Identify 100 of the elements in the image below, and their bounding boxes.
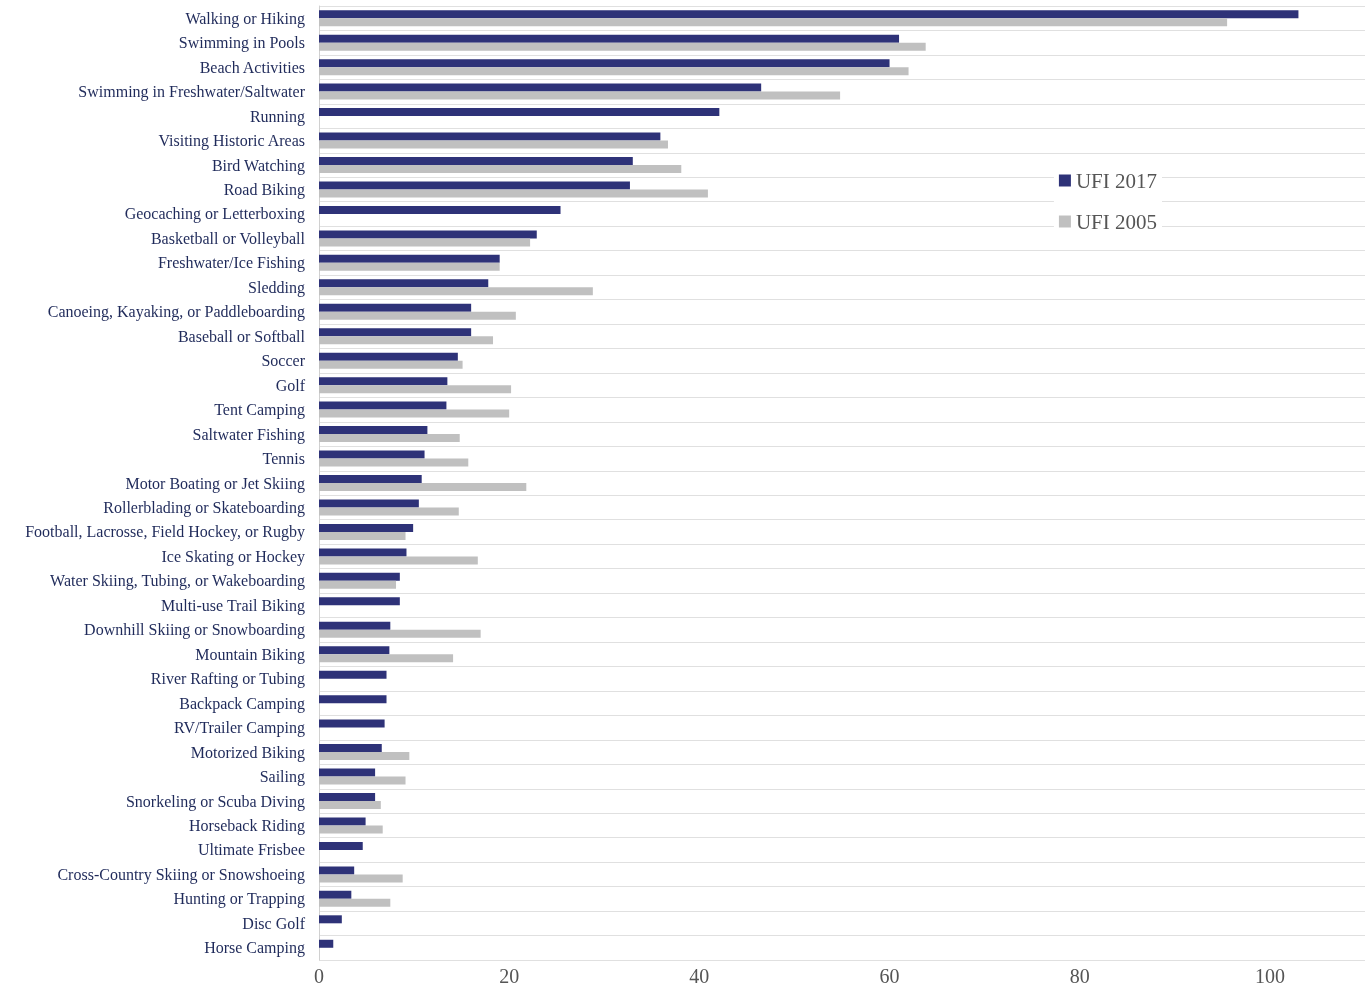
bar — [319, 426, 428, 435]
x-tick-label: 100 — [1254, 965, 1285, 987]
y-tick-label: Disc Golf — [242, 914, 306, 932]
bar — [319, 254, 500, 263]
y-tick-label: Football, Lacrosse, Field Hockey, or Rugby — [25, 523, 305, 542]
bar — [319, 311, 516, 320]
bar — [319, 915, 342, 924]
bar — [319, 793, 376, 801]
bar — [319, 328, 472, 337]
bar — [319, 181, 630, 190]
bar — [319, 238, 531, 247]
bar — [319, 59, 890, 68]
bar — [319, 719, 385, 728]
bar — [319, 360, 463, 369]
bar — [319, 205, 561, 214]
y-tick-label: Sailing — [259, 768, 305, 787]
bar — [319, 744, 382, 753]
bar — [319, 132, 661, 141]
y-tick-label: Visiting Historic Areas — [158, 132, 305, 151]
y-tick-label: Horse Camping — [204, 939, 305, 958]
y-tick-label: Walking or Hiking — [185, 9, 305, 28]
y-tick-label: Horseback Riding — [189, 816, 305, 835]
x-tick-label: 80 — [1069, 965, 1090, 987]
bar — [319, 475, 422, 483]
bar — [319, 458, 469, 467]
bar — [319, 287, 593, 296]
bar — [319, 646, 390, 655]
bar — [319, 303, 472, 312]
legend-label: UFI 2005 — [1075, 209, 1158, 234]
bar — [319, 385, 512, 394]
y-tick-label: Beach Activities — [199, 58, 305, 76]
y-tick-label: Downhill Skiing or Snowboarding — [84, 621, 305, 640]
y-tick-label: Swimming in Pools — [178, 34, 305, 53]
bar — [319, 752, 410, 761]
y-tick-label: Hunting or Trapping — [173, 890, 305, 909]
y-tick-label: Golf — [275, 376, 306, 394]
bar — [319, 801, 381, 809]
y-tick-label: Motor Boating or Jet Skiing — [125, 474, 305, 493]
bar — [319, 230, 537, 239]
bar — [319, 499, 419, 508]
bar — [319, 336, 494, 345]
y-tick-label: Baseball or Softball — [177, 327, 306, 345]
y-tick-label: River Rafting or Tubing — [150, 670, 305, 689]
y-tick-label: Mountain Biking — [195, 645, 305, 664]
y-tick-label: Basketball or Volleyball — [150, 229, 306, 248]
y-tick-label: Snorkeling or Scuba Diving — [125, 792, 305, 811]
bar — [319, 67, 909, 76]
bar — [319, 83, 762, 92]
y-tick-label: Motorized Biking — [190, 743, 305, 762]
bar — [319, 401, 447, 410]
bar — [319, 18, 1228, 27]
bar — [319, 91, 841, 100]
bar — [319, 597, 400, 606]
y-tick-label: Bird Watching — [211, 156, 305, 175]
x-tick-label: 20 — [499, 965, 520, 987]
y-tick-label: Swimming in Freshwater/Saltwater — [78, 83, 306, 102]
y-tick-label: Road Biking — [223, 180, 305, 199]
bar — [319, 42, 926, 51]
bar — [319, 483, 527, 491]
y-tick-label: Geocaching or Letterboxing — [124, 205, 305, 224]
bar — [319, 768, 376, 777]
bar — [319, 874, 403, 883]
y-tick-label: Ice Skating or Hockey — [161, 547, 305, 566]
bar — [319, 939, 334, 948]
bar — [319, 866, 355, 875]
y-tick-label: Cross-Country Skiing or Snowshoeing — [57, 865, 305, 884]
bar — [319, 531, 406, 540]
y-tick-label: Sledding — [248, 278, 305, 297]
bar — [319, 450, 425, 459]
bar — [319, 262, 500, 271]
bar — [319, 108, 720, 117]
bar — [319, 670, 387, 679]
bar — [319, 189, 708, 198]
bar — [319, 572, 400, 581]
bar — [319, 825, 383, 834]
bar — [319, 695, 387, 704]
x-tick-label: 40 — [689, 965, 710, 987]
bar — [319, 580, 397, 589]
bar — [319, 140, 668, 149]
bar — [319, 409, 510, 418]
x-tick-label: 0 — [314, 965, 324, 987]
y-tick-label: Water Skiing, Tubing, or Wakeboarding — [50, 572, 305, 591]
bar — [319, 10, 1299, 19]
y-tick-label: Tent Camping — [214, 401, 305, 420]
y-tick-label: Backpack Camping — [179, 694, 305, 713]
y-tick-label: Canoeing, Kayaking, or Paddleboarding — [47, 303, 305, 322]
x-tick-label: 60 — [879, 965, 900, 987]
bar — [319, 654, 454, 663]
bar — [319, 898, 391, 907]
y-tick-label: Rollerblading or Skateboarding — [103, 498, 305, 517]
y-tick-label: RV/Trailer Camping — [173, 719, 305, 738]
legend-label: UFI 2017 — [1075, 168, 1158, 193]
y-tick-label: Ultimate Frisbee — [197, 841, 305, 859]
bar — [319, 377, 448, 386]
bar — [319, 548, 407, 557]
bar — [319, 434, 460, 443]
bar — [319, 629, 481, 638]
y-tick-label: Saltwater Fishing — [192, 425, 305, 444]
y-tick-label: Freshwater/Ice Fishing — [157, 254, 305, 273]
bar — [319, 817, 366, 826]
